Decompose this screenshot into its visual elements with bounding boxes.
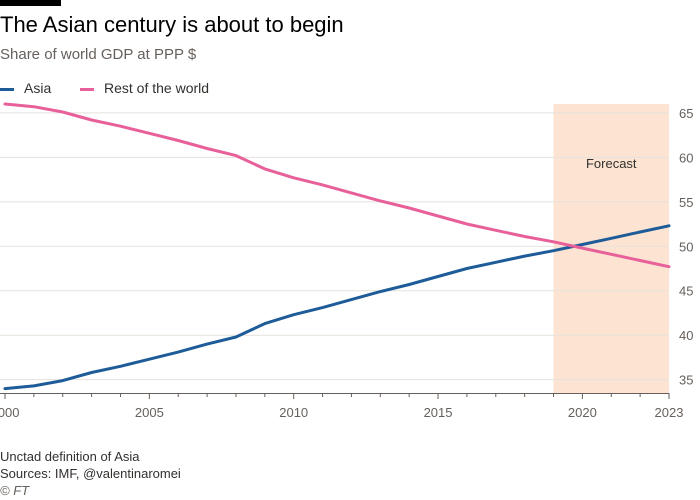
forecast-band	[553, 104, 669, 393]
x-tick-label: 2010	[279, 405, 308, 420]
y-tick-label: 40	[679, 328, 693, 343]
y-tick-label: 60	[679, 150, 693, 165]
line-chart: Forecast 35 40 45 50 55 60 65 2000 2005 2010 2015 20…	[0, 102, 693, 420]
legend-label-rest-of-world: Rest of the world	[104, 80, 210, 96]
legend-swatch-asia	[0, 88, 14, 91]
source-note: Sources: IMF, @valentinaromei	[0, 466, 181, 481]
legend-label-asia: Asia	[24, 80, 52, 96]
x-tick-label: 2005	[135, 405, 164, 420]
footnote: Unctad definition of Asia	[0, 449, 140, 464]
chart-subtitle: Share of world GDP at PPP $	[0, 46, 197, 63]
credit: © FT	[0, 483, 30, 498]
x-tick-label: 2000	[0, 405, 19, 420]
series-line-rest-of-world	[3, 102, 671, 269]
y-tick-label: 50	[679, 239, 693, 254]
y-tick-label: 35	[679, 373, 693, 388]
legend-swatch-rest-of-world	[80, 88, 94, 91]
y-tick-label: 45	[679, 284, 693, 299]
chart-notes: Unctad definition of Asia Sources: IMF, …	[0, 448, 181, 499]
x-tick-label: 2020	[568, 405, 597, 420]
y-tick-label: 55	[679, 195, 693, 210]
chart-title: The Asian century is about to begin	[0, 12, 344, 37]
x-tick-label: 2023	[655, 405, 684, 420]
y-tick-label: 65	[679, 106, 693, 121]
brand-bar	[0, 0, 61, 6]
forecast-label: Forecast	[586, 156, 637, 171]
x-tick-label: 2015	[424, 405, 453, 420]
series-line-asia	[3, 224, 671, 391]
